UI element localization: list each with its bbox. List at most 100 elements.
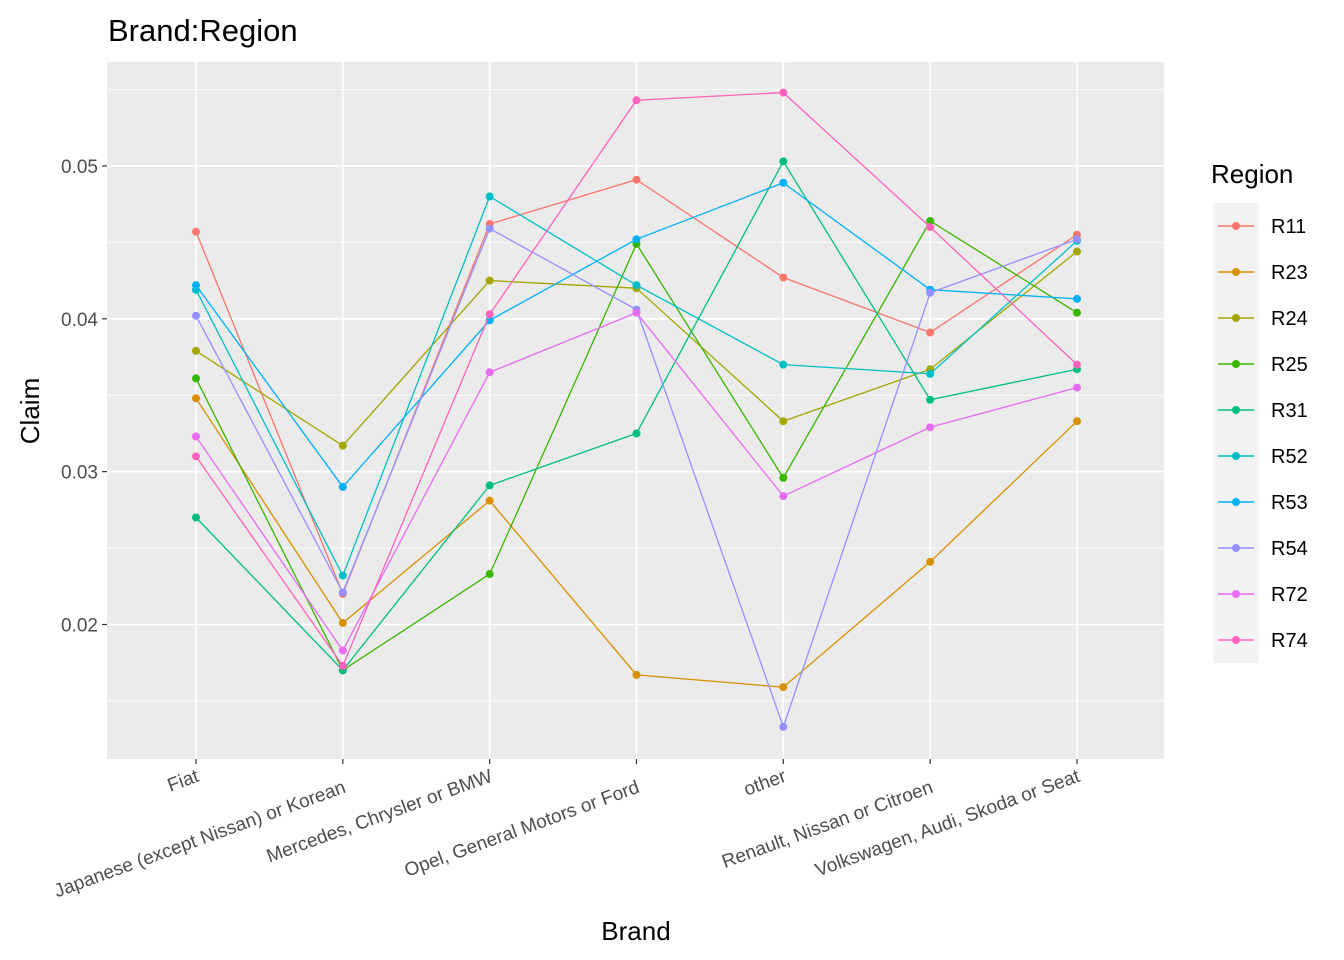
legend-key-point: [1232, 406, 1240, 414]
data-point: [338, 588, 347, 597]
y-axis: 0.02 0.03 0.04 0.05: [61, 157, 107, 636]
data-point: [632, 235, 641, 244]
legend-item-R54: R54: [1213, 525, 1308, 571]
legend-key-point: [1232, 636, 1240, 644]
data-point: [1073, 247, 1081, 256]
legend-label: R72: [1271, 584, 1308, 606]
data-point: [632, 281, 641, 290]
legend-key-point: [1232, 498, 1240, 506]
y-tick-label: 0.02: [61, 615, 98, 636]
legend-key-point: [1232, 222, 1240, 230]
chart-title: Brand:Region: [108, 13, 298, 48]
legend-label: R31: [1271, 400, 1308, 422]
data-point: [632, 670, 641, 679]
y-tick-label: 0.03: [61, 463, 98, 484]
legend-label: R53: [1271, 492, 1308, 514]
series-R31: [192, 157, 1081, 675]
data-point: [485, 224, 494, 233]
legend-item-R11: R11: [1213, 203, 1306, 249]
data-point: [779, 683, 788, 692]
legend-label: R54: [1271, 538, 1308, 560]
data-point: [926, 216, 935, 225]
data-point: [192, 346, 200, 355]
data-point: [485, 481, 494, 490]
data-point: [632, 308, 641, 317]
data-point: [1073, 417, 1081, 426]
data-point: [192, 432, 200, 441]
data-point: [1073, 383, 1081, 392]
legend-label: R23: [1271, 262, 1308, 284]
series-R72: [192, 308, 1081, 655]
legend-item-R31: R31: [1213, 387, 1308, 433]
data-point: [192, 374, 200, 383]
data-point: [632, 175, 641, 184]
y-axis-title: Claim: [15, 378, 45, 444]
plot-panel: [107, 62, 1164, 759]
data-point: [1073, 235, 1081, 244]
data-point: [926, 288, 935, 297]
data-point: [926, 395, 935, 404]
data-point: [192, 281, 200, 290]
series-R23: [192, 394, 1081, 692]
legend-label: R52: [1271, 446, 1308, 468]
data-point: [779, 360, 788, 369]
data-point: [632, 96, 641, 105]
data-point: [926, 369, 935, 378]
data-point: [926, 328, 935, 337]
data-point: [485, 496, 494, 505]
data-point: [338, 646, 347, 655]
data-point: [485, 310, 494, 319]
data-point: [192, 452, 200, 461]
legend-item-R74: R74: [1213, 617, 1308, 663]
legend-item-R72: R72: [1213, 571, 1308, 617]
data-point: [338, 441, 347, 450]
legend-key-point: [1232, 314, 1240, 322]
legend-label: R24: [1271, 308, 1308, 330]
data-point: [779, 273, 788, 282]
data-point: [926, 223, 935, 232]
data-point: [192, 394, 200, 403]
data-point: [192, 227, 200, 236]
legend-label: R74: [1271, 630, 1308, 652]
series-layer: [192, 88, 1081, 731]
legend-key-point: [1232, 452, 1240, 460]
legend-item-R24: R24: [1213, 295, 1308, 341]
legend-label: R11: [1271, 216, 1306, 238]
y-tick-label: 0.05: [61, 157, 98, 178]
data-point: [926, 557, 935, 566]
legend: Region R11 R23 R24 R25 R31 R52 R53 R54 R72 R74: [1211, 159, 1308, 663]
data-point: [192, 311, 200, 320]
data-point: [485, 570, 494, 579]
data-point: [632, 429, 641, 438]
legend-key-point: [1232, 590, 1240, 598]
data-point: [338, 482, 347, 491]
data-point: [779, 492, 788, 501]
data-point: [926, 423, 935, 432]
data-point: [1073, 294, 1081, 303]
x-axis-title: Brand: [601, 916, 670, 946]
y-tick-label: 0.04: [61, 310, 98, 331]
legend-label: R25: [1271, 354, 1308, 376]
data-point: [338, 571, 347, 580]
data-point: [779, 722, 788, 731]
legend-item-R23: R23: [1213, 249, 1308, 295]
data-point: [485, 368, 494, 377]
legend-item-R53: R53: [1213, 479, 1308, 525]
legend-key-point: [1232, 268, 1240, 276]
series-R74: [192, 88, 1081, 670]
legend-item-R52: R52: [1213, 433, 1308, 479]
legend-key-point: [1232, 360, 1240, 368]
data-point: [485, 276, 494, 285]
legend-key-point: [1232, 544, 1240, 552]
data-point: [1073, 360, 1081, 369]
data-point: [485, 192, 494, 201]
data-point: [192, 513, 200, 522]
data-point: [1073, 308, 1081, 317]
data-point: [338, 618, 347, 627]
data-point: [779, 417, 788, 426]
legend-item-R25: R25: [1213, 341, 1308, 387]
x-tick-label: Fiat: [165, 766, 203, 797]
data-point: [779, 88, 788, 97]
